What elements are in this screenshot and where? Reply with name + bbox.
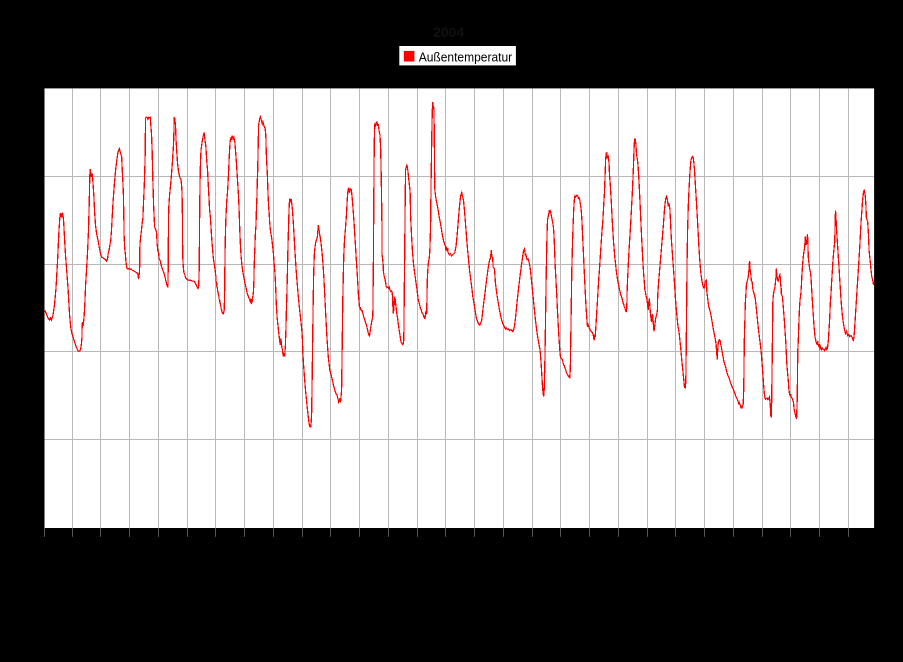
svg-text:2004: 2004 (433, 24, 464, 40)
svg-text:Außentemperatur: Außentemperatur (419, 49, 513, 64)
